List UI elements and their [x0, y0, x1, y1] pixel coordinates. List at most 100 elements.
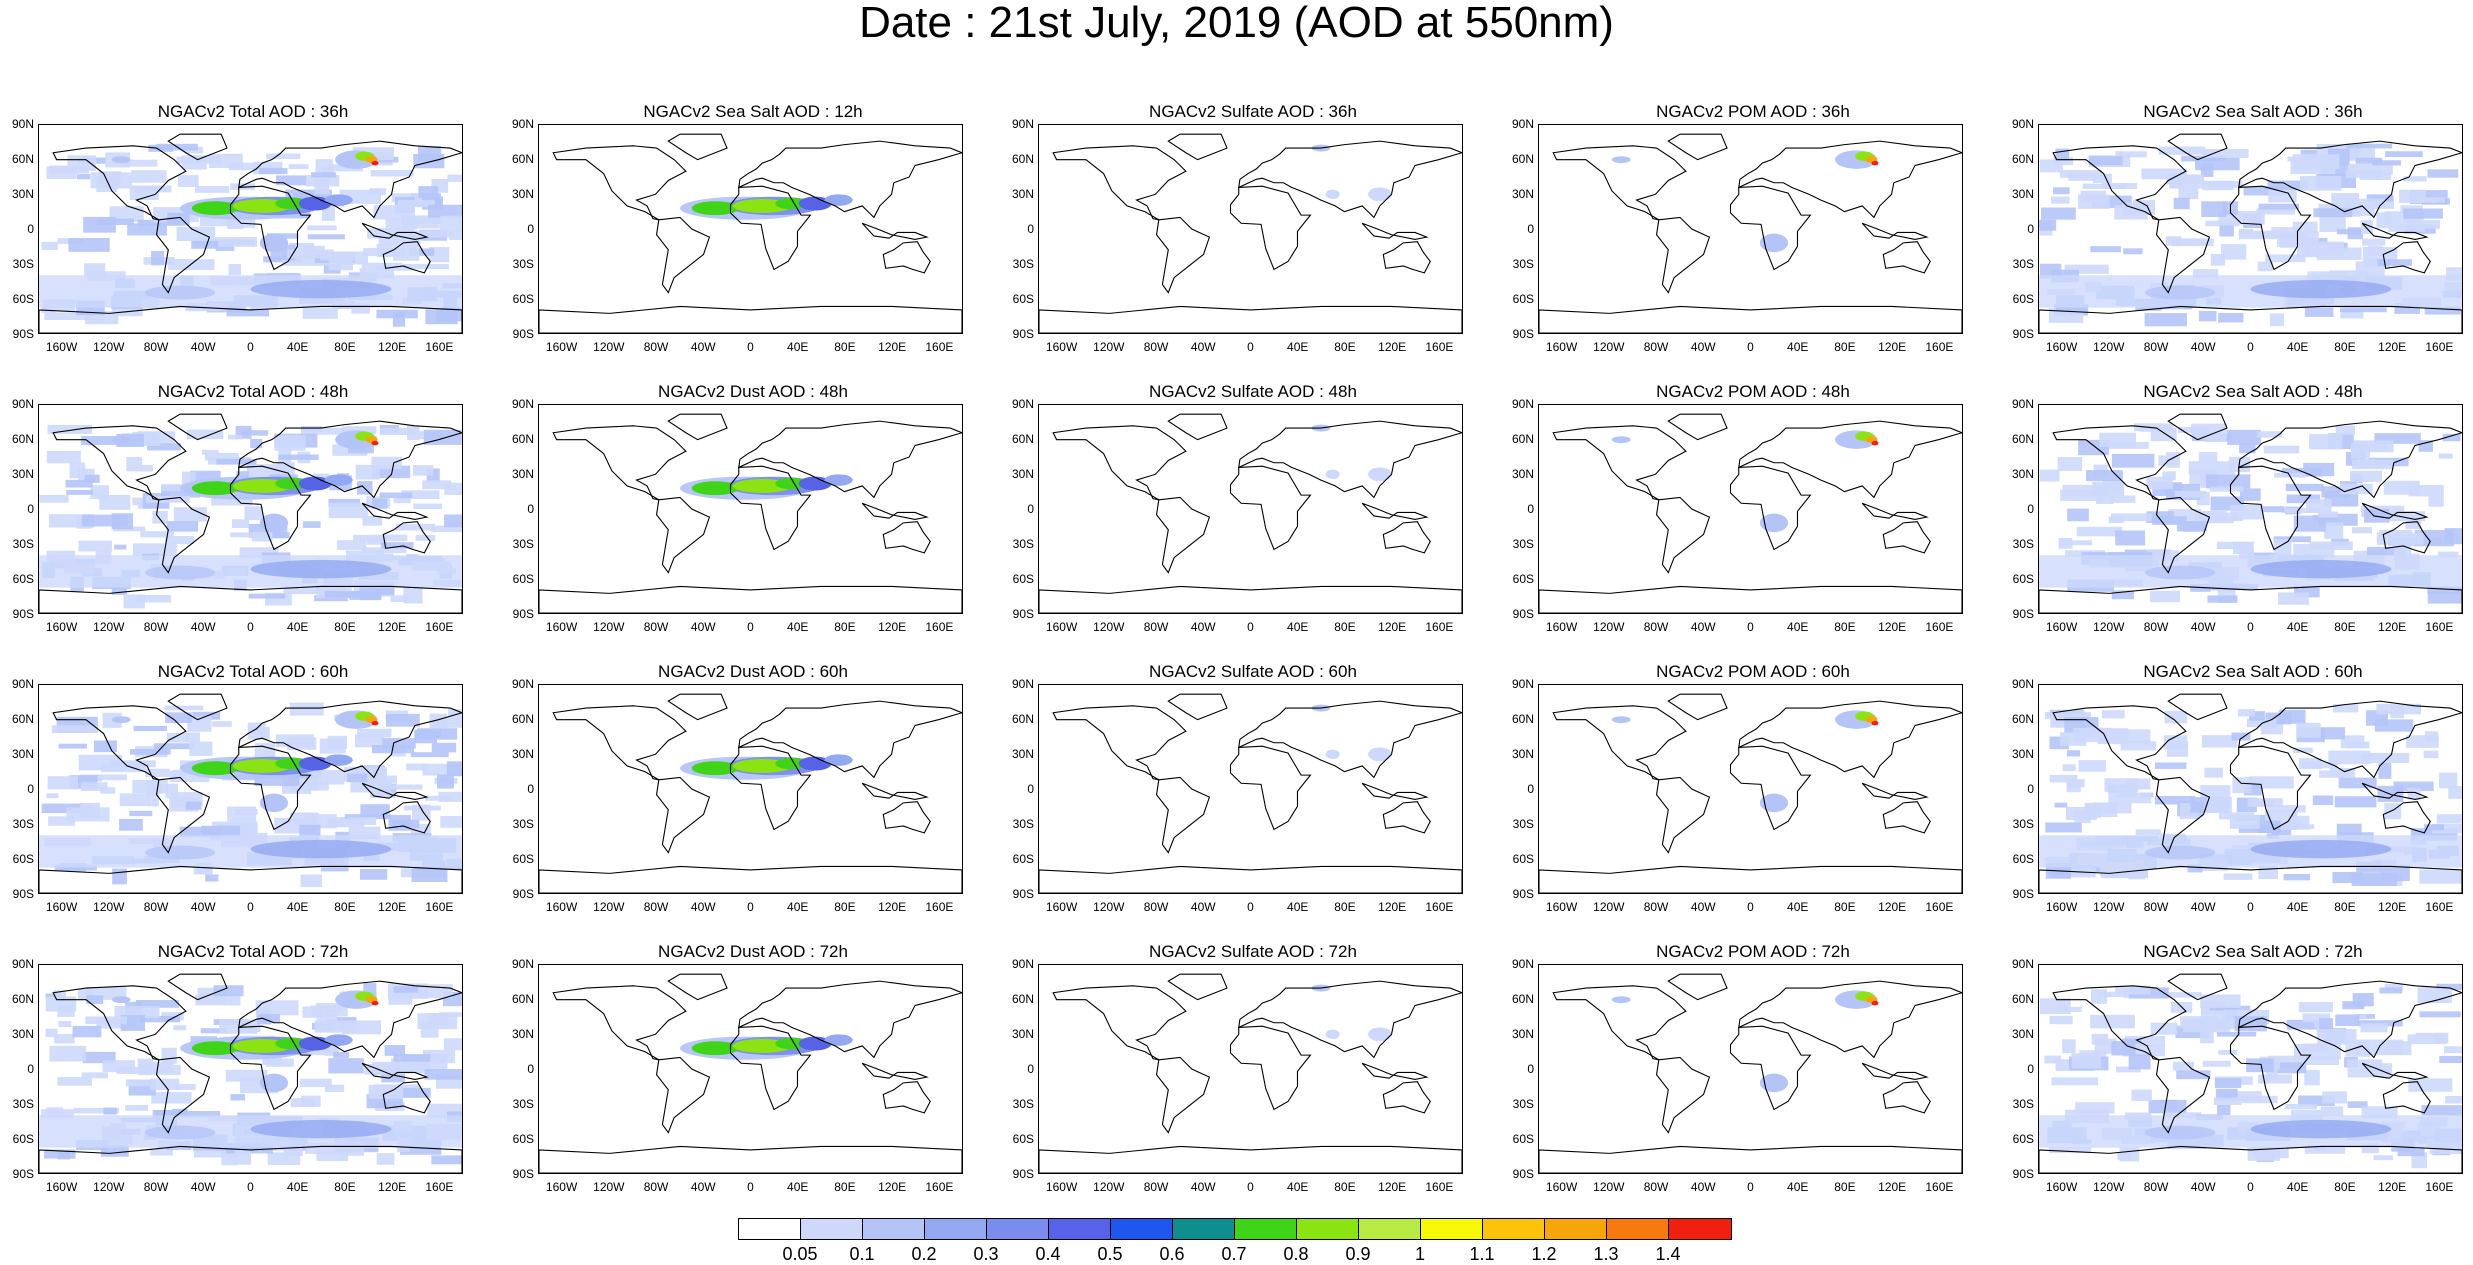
aod-cell — [2215, 1088, 2238, 1101]
aod-cell — [2418, 440, 2433, 452]
aod-cell — [2078, 760, 2106, 772]
aod-cell — [439, 215, 462, 232]
aod-plume — [775, 757, 809, 770]
aod-cell — [308, 769, 345, 785]
aod-plume — [2250, 559, 2392, 579]
latitude-tick-label: 90S — [12, 1167, 34, 1181]
aod-cell — [2122, 1038, 2142, 1044]
longitude-tick-label: 40W — [1190, 620, 1216, 634]
coastline — [52, 425, 187, 501]
aod-cell — [234, 1149, 252, 1165]
aod-cell — [259, 167, 288, 175]
aod-cell — [2178, 188, 2199, 200]
aod-cell — [46, 793, 59, 799]
aod-cell — [407, 216, 441, 224]
aod-cell — [432, 717, 462, 728]
aod-plume — [1368, 747, 1392, 762]
longitude-tick-label: 120E — [878, 340, 907, 354]
longitude-tick-label: 40W — [1690, 1180, 1716, 1194]
aod-cell — [347, 817, 377, 825]
longitude-tick-label: 160W — [1045, 620, 1078, 634]
aod-cell — [2238, 825, 2278, 833]
panel-title: NGACv2 POM AOD : 36h — [1656, 102, 1850, 121]
aod-cell — [393, 245, 420, 261]
aod-cell — [314, 1020, 357, 1033]
coastline — [2155, 496, 2211, 574]
longitude-tick-label: 120E — [1378, 620, 1407, 634]
coastline — [882, 241, 931, 274]
aod-cell — [404, 805, 441, 811]
aod-cell — [393, 1054, 431, 1062]
aod-cell — [2408, 485, 2444, 497]
aod-cell — [2260, 506, 2285, 513]
aod-cell — [2237, 709, 2256, 717]
aod-cell — [360, 804, 390, 817]
aod-cell — [302, 1006, 323, 1018]
colorbar-swatch — [1607, 1219, 1669, 1239]
panel-title: NGACv2 Sulfate AOD : 48h — [1149, 382, 1357, 401]
aod-plume — [1759, 233, 1789, 253]
aod-plume — [111, 156, 131, 164]
aod-cell — [439, 1012, 462, 1017]
aod-plume — [1325, 749, 1340, 759]
aod-cell — [2124, 1036, 2166, 1047]
colorbar-tick-label: 1.2 — [1531, 1244, 1557, 1264]
colorbar-tick-label: 0.7 — [1221, 1244, 1247, 1264]
aod-cell — [2299, 176, 2342, 191]
aod-plume — [691, 201, 739, 216]
coastline — [361, 782, 429, 800]
latitude-tick-label: 0 — [1027, 502, 1034, 516]
coastline — [2229, 1025, 2312, 1111]
aod-cell — [2353, 440, 2394, 453]
longitude-tick-label: 120E — [1378, 340, 1407, 354]
coastline — [1155, 216, 1211, 294]
coastline — [1229, 465, 1312, 551]
latitude-tick-label: 90N — [2011, 117, 2034, 131]
aod-plume — [144, 565, 216, 580]
aod-cell — [2368, 245, 2383, 256]
aod-cell — [165, 712, 192, 723]
coastline — [861, 782, 929, 800]
aod-cell — [2373, 1155, 2394, 1161]
aod-cell — [137, 594, 171, 603]
latitude-tick-label: 60N — [2011, 152, 2034, 166]
coastline — [1738, 140, 1962, 219]
aod-cell — [66, 807, 110, 822]
longitude-tick-label: 40E — [1787, 900, 1809, 914]
coastline — [539, 585, 962, 613]
longitude-tick-label: 40E — [287, 340, 309, 354]
aod-cell — [166, 521, 199, 532]
aod-cell — [241, 430, 269, 436]
coastline — [155, 1056, 211, 1134]
latitude-tick-label: 0 — [1027, 782, 1034, 796]
latitude-tick-label: 90N — [2011, 957, 2034, 971]
aod-cell — [2284, 821, 2302, 828]
longitude-tick-label: 120W — [593, 620, 625, 634]
aod-cell — [2335, 425, 2355, 436]
aod-cell — [2290, 159, 2336, 175]
aod-cell — [212, 721, 232, 727]
aod-map — [39, 973, 462, 1173]
coastline — [382, 241, 431, 274]
coastline — [2052, 705, 2187, 781]
aod-cell — [2296, 722, 2321, 738]
longitude-tick-label: 160W — [2045, 620, 2078, 634]
coastline — [167, 973, 228, 1001]
latitude-tick-label: 30S — [2012, 1097, 2034, 1111]
aod-cell — [125, 1104, 148, 1111]
aod-cell — [114, 544, 127, 550]
aod-cell — [235, 809, 258, 815]
latitude-tick-label: 60S — [1512, 292, 1534, 306]
aod-cell — [2394, 303, 2420, 314]
aod-plume — [1871, 440, 1879, 446]
coastline — [539, 865, 962, 893]
latitude-tick-label: 90N — [1511, 397, 1534, 411]
longitude-tick-label: 40W — [1690, 900, 1716, 914]
aod-cell — [2316, 247, 2362, 260]
coastline — [539, 1145, 962, 1173]
coastline — [1361, 1062, 1429, 1080]
longitude-tick-label: 160E — [1425, 900, 1454, 914]
aod-cell — [2374, 433, 2421, 444]
aod-cell — [2169, 182, 2185, 188]
aod-cell — [2419, 1011, 2461, 1018]
